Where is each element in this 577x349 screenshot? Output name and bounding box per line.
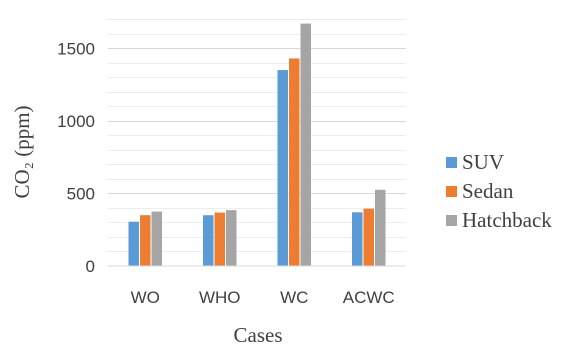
legend-swatch-hatchback — [446, 215, 457, 226]
legend-swatch-sedan — [446, 186, 457, 197]
legend-label-hatchback: Hatchback — [462, 208, 552, 232]
bar-hatchback-acwc — [375, 189, 386, 266]
bar-suv-wc — [277, 70, 288, 266]
bar-sedan-wo — [140, 215, 151, 266]
bar-hatchback-wo — [151, 211, 162, 266]
legend-swatch-suv — [446, 157, 457, 168]
bar-suv-wo — [128, 221, 139, 266]
bar-suv-who — [203, 215, 214, 266]
y-tick-label: 1500 — [57, 39, 95, 58]
y-axis-title: CO₂ (ppm) — [10, 105, 34, 198]
bar-suv-acwc — [352, 212, 363, 266]
x-tick-label: WO — [131, 288, 160, 307]
gridlines — [108, 19, 406, 252]
x-tick-label: WHO — [199, 288, 241, 307]
x-tick-labels: WO WHO WC ACWC — [131, 288, 395, 307]
legend-label-sedan: Sedan — [462, 179, 514, 203]
bar-hatchback-wc — [300, 23, 311, 266]
y-tick-label: 1000 — [57, 112, 95, 131]
y-tick-label: 500 — [67, 184, 95, 203]
x-tick-label: ACWC — [343, 288, 395, 307]
y-tick-labels: 0 500 1000 1500 — [57, 39, 95, 276]
bar-sedan-who — [214, 212, 225, 266]
legend-label-suv: SUV — [462, 150, 504, 174]
bar-hatchback-who — [226, 210, 237, 266]
bars — [128, 23, 386, 267]
x-axis-title: Cases — [234, 323, 283, 347]
bar-sedan-wc — [289, 58, 300, 267]
x-tick-label: WC — [280, 288, 308, 307]
bar-sedan-acwc — [363, 208, 374, 266]
legend: SUV Sedan Hatchback — [446, 150, 552, 232]
y-tick-label: 0 — [86, 257, 95, 276]
